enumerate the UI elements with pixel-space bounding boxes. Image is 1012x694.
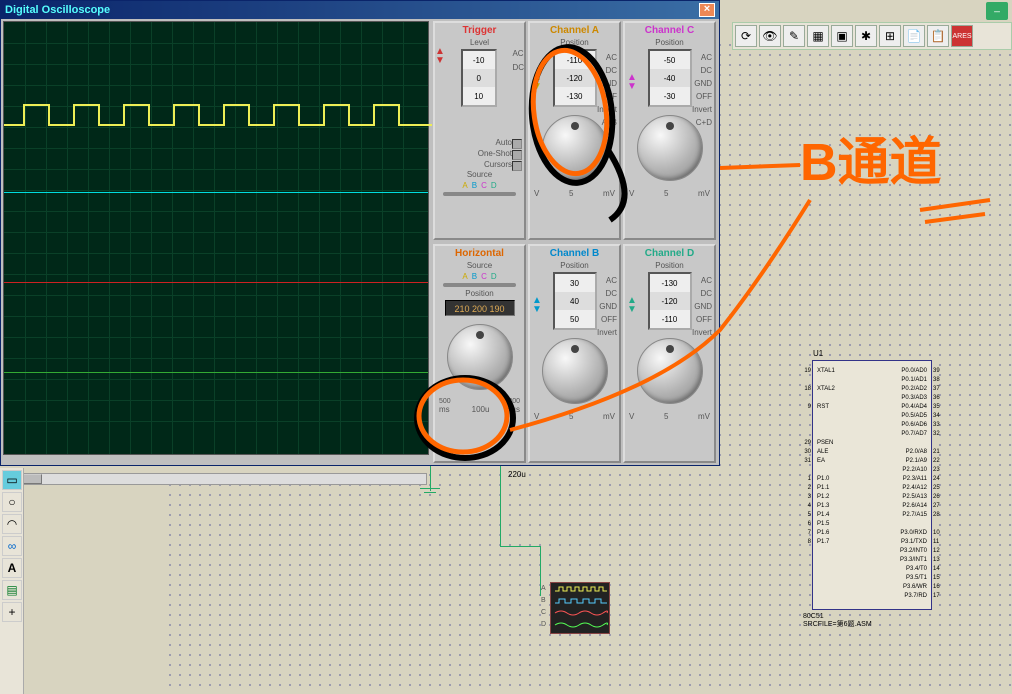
horiz-pos-readout[interactable]: 210 200 190 bbox=[445, 300, 515, 316]
oscilloscope-window: Digital Oscilloscope × for(let i=1;i<20;… bbox=[0, 0, 720, 466]
mini-a-label: A bbox=[541, 585, 546, 592]
ch-d-title: Channel D bbox=[625, 246, 714, 261]
chip-left-pins: XTAL1XTAL2RSTPSENALEEAP1.0P1.1P1.2P1.3P1… bbox=[817, 367, 835, 547]
channel-a-panel: Channel A Position ▲▼ -110 -120 -130 ACD… bbox=[528, 21, 621, 240]
trigger-panel: Trigger Level ▲▼ -10 0 10 ACDC Auto One-… bbox=[433, 21, 526, 240]
horizontal-panel: Horizontal Source ABCD Position 210 200 … bbox=[433, 244, 526, 463]
horiz-source[interactable]: ABCD bbox=[435, 272, 524, 281]
window-title: Digital Oscilloscope bbox=[5, 4, 110, 16]
ch-c-arrows[interactable]: ▲▼ bbox=[627, 73, 637, 91]
waveform-ch-a bbox=[4, 100, 432, 140]
control-panels: Trigger Level ▲▼ -10 0 10 ACDC Auto One-… bbox=[431, 19, 719, 467]
ch-b-readout[interactable]: 30 40 50 bbox=[553, 272, 597, 330]
cap-label: 220u bbox=[508, 470, 526, 479]
ch-d-volts-knob[interactable] bbox=[637, 338, 703, 404]
waveform-ch-b bbox=[4, 192, 428, 193]
chip-lpin-nums: 1918929303112345678 bbox=[797, 367, 811, 547]
ch-b-coupling[interactable]: ACDCGNDOFFInvert bbox=[597, 274, 617, 339]
ch-a-volts-knob[interactable] bbox=[542, 115, 608, 181]
wire bbox=[500, 546, 540, 547]
wire bbox=[500, 466, 501, 546]
ch-b-volts-knob[interactable] bbox=[542, 338, 608, 404]
tool-symbol-icon[interactable]: ▤ bbox=[2, 580, 22, 600]
ch-c-title: Channel C bbox=[625, 23, 714, 38]
waveform-ch-d bbox=[4, 372, 428, 373]
mini-c-label: C bbox=[541, 609, 546, 616]
chip-right-pins: P0.0/AD0P0.1/AD1P0.2/AD2P0.3/AD3P0.4/AD4… bbox=[900, 367, 927, 601]
tb-part-icon[interactable]: ▣ bbox=[831, 25, 853, 47]
source-label: Source bbox=[435, 170, 524, 179]
ch-b-title: Channel B bbox=[530, 246, 619, 261]
ch-d-coupling[interactable]: ACDCGNDOFFInvert bbox=[692, 274, 712, 339]
tb-copy-icon[interactable]: 📋 bbox=[927, 25, 949, 47]
chip-bottom-label: 80C51SRCFILE=第6题.ASM bbox=[803, 613, 872, 629]
ch-c-pos-label: Position bbox=[625, 38, 714, 47]
ground-symbol bbox=[420, 488, 440, 493]
oneshot-button[interactable]: One-Shot bbox=[435, 148, 524, 159]
tb-ares-icon[interactable]: ARES bbox=[951, 25, 973, 47]
tool-text-icon[interactable]: A bbox=[2, 558, 22, 578]
ch-a-pos-label: Position bbox=[530, 38, 619, 47]
trigger-title: Trigger bbox=[435, 23, 524, 38]
horiz-title: Horizontal bbox=[435, 246, 524, 261]
tool-arc-icon[interactable]: ◠ bbox=[2, 514, 22, 534]
tool-link-icon[interactable]: ∞ bbox=[2, 536, 22, 556]
tb-net-icon[interactable]: ⊞ bbox=[879, 25, 901, 47]
ch-b-arrows[interactable]: ▲▼ bbox=[532, 296, 542, 314]
ch-c-readout[interactable]: -50 -40 -30 bbox=[648, 49, 692, 107]
annotation-text: B通道 bbox=[800, 120, 942, 195]
tb-doc-icon[interactable]: 📄 bbox=[903, 25, 925, 47]
ch-b-pos-label: Position bbox=[530, 261, 619, 270]
tb-find-icon[interactable]: 👁 bbox=[759, 25, 781, 47]
horiz-source-label: Source bbox=[435, 261, 524, 270]
tool-plus-icon[interactable]: + bbox=[2, 602, 22, 622]
horiz-pos-label: Position bbox=[435, 289, 524, 298]
horiz-time-knob[interactable] bbox=[447, 324, 513, 390]
ch-a-title: Channel A bbox=[530, 23, 619, 38]
ch-a-arrows[interactable]: ▲▼ bbox=[532, 73, 542, 91]
trig-arrows[interactable]: ▲▼ bbox=[435, 47, 445, 109]
scope-display: for(let i=1;i<20;i++)document.write('<di… bbox=[3, 21, 429, 455]
channel-d-panel: Channel D Position ▲▼ -130 -120 -110 ACD… bbox=[623, 244, 716, 463]
chip-ref: U1 bbox=[813, 349, 823, 358]
trigger-source[interactable]: ABCD bbox=[435, 181, 524, 190]
mini-waves bbox=[551, 583, 611, 635]
mcu-chip[interactable]: U1 XTAL1XTAL2RSTPSENALEEAP1.0P1.1P1.2P1.… bbox=[812, 360, 932, 610]
mini-d-label: D bbox=[541, 621, 546, 628]
waveform-ch-c bbox=[4, 282, 428, 283]
mini-b-label: B bbox=[541, 597, 546, 604]
close-icon[interactable]: × bbox=[699, 3, 715, 17]
ch-c-volts-knob[interactable] bbox=[637, 115, 703, 181]
mini-oscilloscope[interactable]: A B C D bbox=[550, 582, 610, 634]
level-readout[interactable]: -10 0 10 bbox=[461, 49, 497, 107]
ch-a-readout[interactable]: -110 -120 -130 bbox=[553, 49, 597, 107]
tb-refresh-icon[interactable]: ⟳ bbox=[735, 25, 757, 47]
left-tool-strip: ▭ ○ ◠ ∞ A ▤ + bbox=[0, 468, 24, 694]
channel-b-panel: Channel B Position ▲▼ 30 40 50 ACDCGNDOF… bbox=[528, 244, 621, 463]
tool-rect-icon[interactable]: ▭ bbox=[2, 470, 22, 490]
tb-sheet-icon[interactable]: ▦ bbox=[807, 25, 829, 47]
horiz-source-slider[interactable] bbox=[443, 283, 516, 287]
ch-c-coupling[interactable]: ACDCGNDOFFInvertC+D bbox=[692, 51, 712, 129]
xp-minimize-button[interactable]: _ bbox=[986, 2, 1008, 20]
wire bbox=[540, 546, 541, 596]
window-titlebar[interactable]: Digital Oscilloscope × bbox=[1, 1, 719, 19]
channel-c-panel: Channel C Position ▲▼ -50 -40 -30 ACDCGN… bbox=[623, 21, 716, 240]
cursors-button[interactable]: Cursors bbox=[435, 159, 524, 170]
ch-a-coupling[interactable]: ACDCGNDOFFInvertA+B bbox=[597, 51, 617, 129]
level-label: Level bbox=[435, 38, 524, 47]
tb-bug-icon[interactable]: ✱ bbox=[855, 25, 877, 47]
auto-button[interactable]: Auto bbox=[435, 137, 524, 148]
tool-circle-icon[interactable]: ○ bbox=[2, 492, 22, 512]
ch-d-readout[interactable]: -130 -120 -110 bbox=[648, 272, 692, 330]
tb-tool-icon[interactable]: ✎ bbox=[783, 25, 805, 47]
ch-d-arrows[interactable]: ▲▼ bbox=[627, 296, 637, 314]
chip-rpin-nums: 3938373635343332212223242526272810111213… bbox=[933, 367, 947, 601]
ch-d-pos-label: Position bbox=[625, 261, 714, 270]
desktop-toolbar: ⟳ 👁 ✎ ▦ ▣ ✱ ⊞ 📄 📋 ARES bbox=[732, 22, 1012, 50]
scope-scrollbar[interactable] bbox=[1, 473, 427, 485]
source-slider[interactable] bbox=[443, 192, 516, 196]
